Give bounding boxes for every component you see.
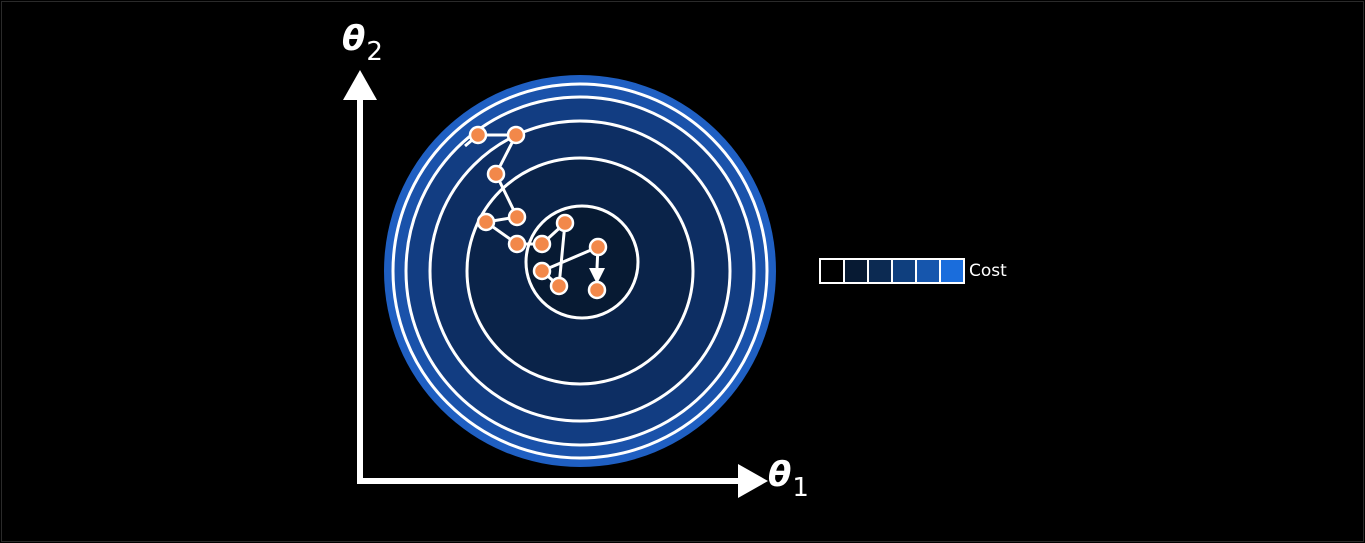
descent-point (587, 280, 607, 300)
y-axis-label: θ2 (342, 19, 383, 65)
descent-points (468, 125, 608, 300)
descent-point (506, 125, 526, 145)
descent-point (476, 212, 496, 232)
descent-point (507, 207, 527, 227)
legend-swatch (915, 258, 941, 284)
x-axis-arrowhead (738, 464, 768, 498)
descent-point (532, 234, 552, 254)
y-axis-arrowhead (343, 70, 377, 100)
legend-swatch (939, 258, 965, 284)
x-axis-subscript: 1 (792, 473, 809, 503)
descent-point (549, 276, 569, 296)
y-axis-subscript: 2 (366, 37, 383, 67)
legend-label: Cost (969, 260, 1007, 281)
x-axis-symbol: θ (768, 455, 792, 495)
legend-swatch (843, 258, 869, 284)
y-axis-symbol: θ (342, 19, 366, 59)
descent-point (486, 164, 506, 184)
legend-swatch (867, 258, 893, 284)
legend-swatch (819, 258, 845, 284)
x-axis-label: θ1 (768, 455, 809, 501)
descent-point (532, 261, 552, 281)
descent-point (468, 125, 488, 145)
legend-swatch (891, 258, 917, 284)
descent-path-arrowhead (589, 268, 605, 284)
descent-point (555, 213, 575, 233)
cost-legend: Cost (819, 258, 1007, 284)
descent-point (588, 237, 608, 257)
descent-point (507, 234, 527, 254)
legend-swatches (819, 258, 965, 284)
